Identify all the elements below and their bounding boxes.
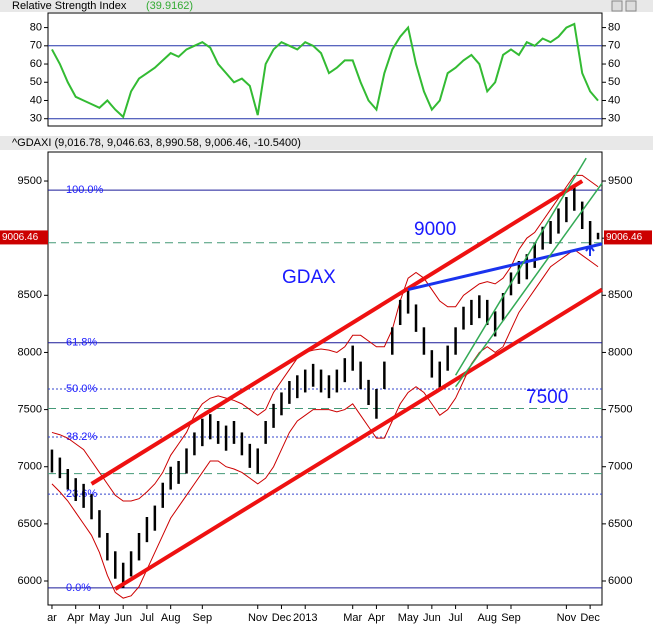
y-tick-label: 7000 <box>608 461 632 473</box>
y-tick-label: 40 <box>30 94 42 106</box>
fib-label: 0.0% <box>66 582 91 594</box>
x-tick-label: Sep <box>193 612 213 624</box>
y-tick-label: 6500 <box>608 518 632 530</box>
x-tick-label: Jul <box>140 612 154 624</box>
price-title-bar <box>0 136 653 150</box>
window-button[interactable] <box>611 0 623 12</box>
annotation: 7500 <box>526 387 568 408</box>
x-tick-label: Jul <box>449 612 463 624</box>
y-tick-label: 80 <box>30 21 42 33</box>
fib-label: 23.6% <box>66 488 97 500</box>
price-title: ^GDAXI (9,016.78, 9,046.63, 8,990.58, 9,… <box>12 137 301 149</box>
y-tick-label: 8500 <box>18 289 42 301</box>
x-tick-label: Apr <box>368 612 385 624</box>
bollinger-band <box>51 248 599 599</box>
rsi-line <box>51 22 599 119</box>
bollinger-band <box>51 174 599 502</box>
x-tick-label: Sep <box>501 612 521 624</box>
rsi-value: (39.9162) <box>146 0 193 12</box>
rsi-title-bar <box>0 0 653 12</box>
trendline <box>454 182 603 388</box>
x-tick-label: Mar <box>343 612 362 624</box>
y-tick-label: 60 <box>608 58 620 70</box>
last-price-box <box>604 230 652 245</box>
annotation: GDAX <box>282 267 336 288</box>
y-tick-label: 70 <box>608 40 620 52</box>
x-tick-label: May <box>398 612 419 624</box>
y-tick-label: 8000 <box>18 346 42 358</box>
x-tick-label: Apr <box>67 612 84 624</box>
window-button[interactable] <box>625 0 637 12</box>
y-tick-label: 40 <box>608 94 620 106</box>
fib-label: 100.0% <box>66 184 104 196</box>
fib-label: 38.2% <box>66 431 97 443</box>
x-tick-label: 2013 <box>293 612 317 624</box>
y-tick-label: 6000 <box>608 575 632 587</box>
rsi-plot <box>47 12 603 127</box>
y-tick-label: 60 <box>30 58 42 70</box>
x-tick-label: ar <box>47 612 57 624</box>
x-tick-label: Jun <box>114 612 132 624</box>
x-tick-label: Jun <box>423 612 441 624</box>
y-tick-label: 8000 <box>608 346 632 358</box>
y-tick-label: 9500 <box>18 175 42 187</box>
fib-label: 50.0% <box>66 383 97 395</box>
annotation: 9000 <box>414 219 456 240</box>
trendline <box>407 242 603 292</box>
rsi-title: Relative Strength Index <box>12 0 127 12</box>
y-tick-label: 80 <box>608 21 620 33</box>
last-price-label: 9006.46 <box>2 232 39 243</box>
x-tick-label: Nov <box>557 612 577 624</box>
last-price-box <box>0 230 48 245</box>
trendline <box>454 157 587 376</box>
y-tick-label: 6000 <box>18 575 42 587</box>
x-tick-label: Dec <box>580 612 600 624</box>
trendline <box>114 287 604 591</box>
trendline <box>90 179 584 486</box>
y-tick-label: 70 <box>30 40 42 52</box>
y-tick-label: 50 <box>30 76 42 88</box>
x-tick-label: May <box>89 612 110 624</box>
x-tick-label: Nov <box>248 612 268 624</box>
fib-label: 61.8% <box>66 337 97 349</box>
y-tick-label: 7000 <box>18 461 42 473</box>
x-tick-label: Aug <box>161 612 181 624</box>
y-tick-label: 30 <box>608 113 620 125</box>
y-tick-label: 7500 <box>608 403 632 415</box>
y-tick-label: 50 <box>608 76 620 88</box>
y-tick-label: 30 <box>30 113 42 125</box>
y-tick-label: 8500 <box>608 289 632 301</box>
y-tick-label: 6500 <box>18 518 42 530</box>
x-tick-label: Aug <box>477 612 497 624</box>
x-tick-label: Dec <box>272 612 292 624</box>
last-price-label: 9006.46 <box>606 232 643 243</box>
y-tick-label: 7500 <box>18 403 42 415</box>
y-tick-label: 9500 <box>608 175 632 187</box>
